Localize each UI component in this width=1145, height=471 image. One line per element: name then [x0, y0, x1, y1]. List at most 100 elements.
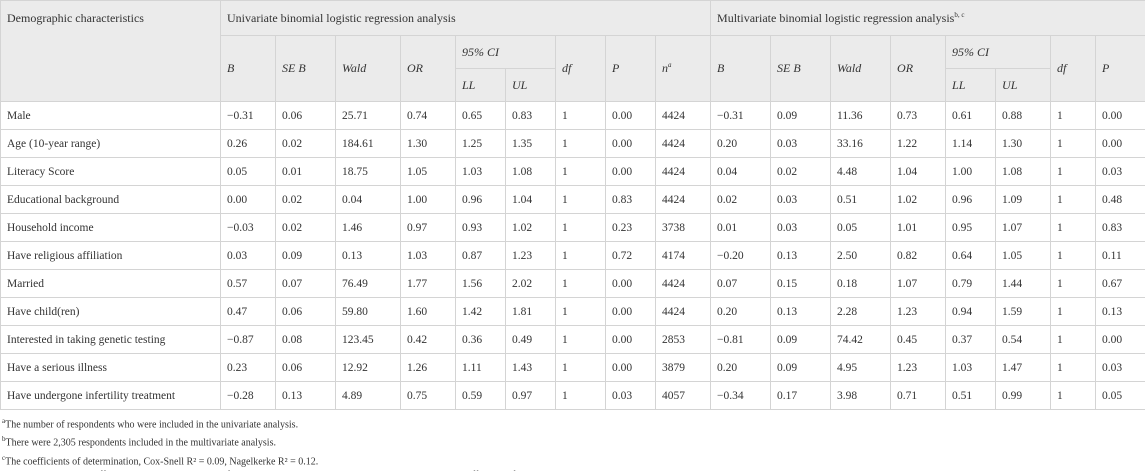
column-header: SE B — [770, 35, 832, 102]
cell: 0.17 — [770, 381, 832, 410]
cell: 1.44 — [995, 269, 1052, 298]
cell: 0.03 — [1095, 353, 1145, 382]
cell: −0.28 — [220, 381, 276, 410]
cell: 1 — [555, 185, 606, 214]
cell: 0.00 — [605, 325, 656, 354]
cell: 2.28 — [830, 297, 892, 326]
cell: 1.56 — [455, 269, 506, 298]
cell: −0.31 — [220, 101, 276, 130]
column-header: 95% CI — [455, 35, 556, 69]
group-header: Multivariate binomial logistic regressio… — [710, 0, 1145, 36]
cell: 76.49 — [335, 269, 401, 298]
cell: 0.94 — [945, 297, 997, 326]
cell: 0.00 — [605, 157, 656, 186]
cell: 1 — [555, 101, 606, 130]
cell: 2.02 — [505, 269, 556, 298]
column-header: 95% CI — [945, 35, 1052, 69]
footnote-ref: a — [668, 61, 672, 69]
cell: 0.49 — [505, 325, 556, 354]
cell: 0.03 — [220, 241, 276, 270]
data-row: Married 0.57 0.07 76.49 1.77 1.56 2.02 1 0.00 442… — [0, 269, 1145, 298]
column-header: df — [1050, 35, 1097, 102]
cell: 1.01 — [890, 213, 947, 242]
row-label: Have a serious illness — [0, 353, 221, 382]
cell: 0.93 — [455, 213, 506, 242]
footnote-text: The number of respondents who were inclu… — [5, 419, 299, 431]
header-row: Demographic characteristics Univariate bi… — [0, 0, 1145, 102]
cell: 1.43 — [505, 353, 556, 382]
column-header: OR — [890, 35, 947, 102]
cell: 0.06 — [275, 297, 336, 326]
cell: 1 — [1050, 381, 1097, 410]
cell: 0.20 — [710, 353, 772, 382]
data-row: Have religious affiliation 0.03 0.09 0.13 1.… — [0, 241, 1145, 270]
cell: 0.83 — [505, 101, 556, 130]
cell: 59.80 — [335, 297, 401, 326]
data-row: Male −0.31 0.06 25.71 0.74 0.65 0.83 1 0.00 4424−… — [0, 101, 1145, 130]
cell: 4174 — [654, 241, 712, 270]
cell: 0.06 — [275, 353, 336, 382]
row-label: Have religious affiliation — [0, 241, 221, 270]
cell: 1 — [555, 241, 606, 270]
cell: 0.23 — [605, 213, 656, 242]
cell: 0.00 — [605, 129, 656, 158]
cell: 0.20 — [710, 297, 772, 326]
cell: 0.97 — [400, 213, 456, 242]
cell: 18.75 — [335, 157, 401, 186]
cell: 0.07 — [275, 269, 336, 298]
cell: −0.31 — [710, 101, 772, 130]
column-header: B — [220, 35, 276, 102]
cell: 0.00 — [1095, 129, 1145, 158]
data-row: Household income −0.03 0.02 1.46 0.97 0.93 1.0… — [0, 213, 1145, 242]
row-label: Interested in taking genetic testing — [0, 325, 221, 354]
cell: 0.57 — [220, 269, 276, 298]
cell: 0.02 — [710, 185, 772, 214]
header-row: LL UL LL UL — [1, 68, 1145, 102]
cell: 0.09 — [770, 101, 832, 130]
cell: 0.45 — [890, 325, 947, 354]
cell: 0.67 — [1095, 269, 1145, 298]
cell: 4057 — [654, 381, 712, 410]
cell: 1.23 — [505, 241, 556, 270]
data-row: Have a serious illness 0.23 0.06 12.92 1.26 1… — [0, 353, 1145, 382]
cell: 0.00 — [605, 353, 656, 382]
cell: 1.07 — [890, 269, 947, 298]
cell: 0.74 — [400, 101, 456, 130]
group-title: Multivariate binomial logistic regressio… — [717, 10, 955, 25]
cell: 1.23 — [890, 353, 947, 382]
row-label: Literacy Score — [0, 157, 221, 186]
cell: 1.03 — [455, 157, 506, 186]
cell: 4.95 — [830, 353, 892, 382]
cell: 1.04 — [890, 157, 947, 186]
cell: 1.02 — [890, 185, 947, 214]
cell: 1.08 — [505, 157, 556, 186]
footnote-text: The coefficients of determination, Cox-S… — [5, 455, 319, 467]
cell: 0.09 — [770, 353, 832, 382]
cell: 11.36 — [830, 101, 892, 130]
cell: 3.98 — [830, 381, 892, 410]
cell: 12.92 — [335, 353, 401, 382]
cell: 1.00 — [945, 157, 997, 186]
cell: 2.50 — [830, 241, 892, 270]
cell: 1 — [1050, 101, 1097, 130]
cell: 0.99 — [995, 381, 1052, 410]
cell: 0.47 — [220, 297, 276, 326]
cell: 1.23 — [890, 297, 947, 326]
header-cell: Demographic characteristics — [0, 0, 221, 102]
cell: 33.16 — [830, 129, 892, 158]
cell: 0.36 — [455, 325, 506, 354]
cell: 1 — [1050, 157, 1097, 186]
column-header: df — [555, 35, 606, 102]
cell: 0.03 — [770, 129, 832, 158]
cell: 1.11 — [455, 353, 506, 382]
cell: 0.95 — [945, 213, 997, 242]
cell: −0.03 — [220, 213, 276, 242]
cell: 0.13 — [1095, 297, 1145, 326]
cell: −0.20 — [710, 241, 772, 270]
cell: 0.75 — [400, 381, 456, 410]
group-title: Univariate binomial logistic regression … — [227, 10, 456, 25]
data-row: Interested in taking genetic testing −0.8… — [0, 325, 1145, 354]
column-header: P — [1095, 35, 1145, 102]
